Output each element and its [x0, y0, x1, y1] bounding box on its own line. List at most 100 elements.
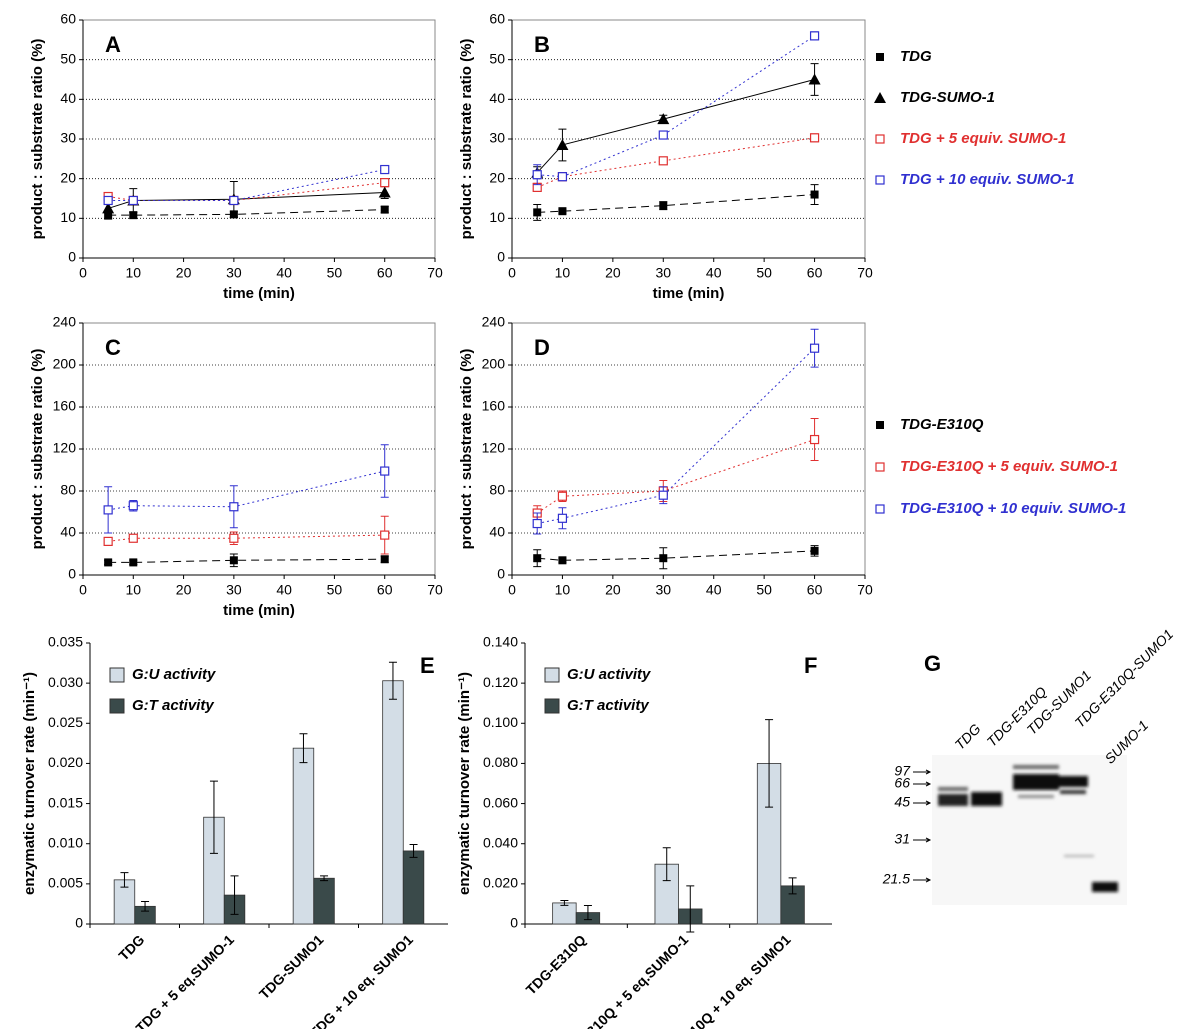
legend-marker [876, 421, 884, 429]
marker-arrow [913, 877, 932, 883]
y-tick-label: 20 [489, 169, 505, 185]
data-point [102, 202, 115, 214]
gel-band [938, 787, 968, 791]
error-bar [299, 733, 308, 764]
bar [552, 902, 577, 925]
data-point [809, 343, 820, 353]
legend-label: TDG-E310Q + 5 equiv. SUMO-1 [900, 458, 1118, 475]
marker-label: 45 [894, 794, 910, 810]
data-point [103, 536, 113, 547]
marker-arrow [913, 781, 932, 787]
data-point [229, 556, 238, 565]
data-point [103, 505, 113, 515]
x-tick-label: 60 [807, 265, 823, 281]
data-point [380, 164, 390, 175]
marker-label: 31 [894, 831, 910, 847]
data-point [380, 555, 389, 564]
x-tick-label: 50 [756, 582, 772, 598]
trend-line [536, 439, 815, 514]
legend-marker [875, 504, 885, 514]
data-point [129, 558, 138, 567]
data-point [128, 501, 138, 511]
x-tick-label: 20 [176, 265, 192, 281]
gel-image [932, 755, 1127, 905]
y-tick-label: 40 [489, 90, 505, 106]
y-tick-label: 60 [60, 11, 76, 27]
x-tick-label: 40 [276, 582, 292, 598]
x-tick-label: 20 [605, 582, 621, 598]
gel-band [1064, 855, 1094, 857]
y-tick-label: 0.080 [483, 754, 518, 770]
bar [292, 747, 315, 925]
y-tick-label: 160 [482, 398, 506, 414]
y-tick-label: 30 [489, 130, 505, 146]
data-point [129, 211, 138, 220]
y-tick-label: 0 [510, 915, 518, 931]
error-bar [209, 780, 218, 854]
gel-band [1060, 790, 1086, 794]
data-point [533, 208, 542, 217]
data-point [658, 490, 668, 500]
data-point [808, 73, 821, 85]
lane-label: TDG [951, 720, 983, 752]
data-point [229, 502, 239, 512]
marker-label: 21.5 [882, 871, 910, 887]
y-tick-label: 0.030 [48, 674, 83, 690]
marker-label: 66 [894, 775, 910, 791]
y-tick-label: 0.020 [483, 875, 518, 891]
y-tick-label: 80 [489, 482, 505, 498]
trend-line [108, 182, 385, 201]
trend-line [108, 558, 385, 563]
y-tick-label: 240 [482, 314, 506, 330]
data-point [658, 156, 668, 166]
legend-marker [875, 175, 885, 185]
y-axis-label: product : substrate ratio (%) [29, 39, 46, 240]
x-tick-label: 20 [605, 265, 621, 281]
x-tick-label: 70 [427, 582, 443, 598]
gel-band [1018, 795, 1054, 798]
x-axis-label: time (min) [223, 285, 295, 302]
x-tick-label: 0 [508, 582, 516, 598]
gel-band [1092, 882, 1118, 892]
y-tick-label: 0.040 [483, 834, 518, 850]
y-tick-label: 80 [60, 482, 76, 498]
x-tick-label: 30 [655, 265, 671, 281]
data-point [128, 195, 138, 206]
legend-label: TDG-E310Q + 10 equiv. SUMO-1 [900, 500, 1126, 517]
x-tick-label: 30 [226, 582, 242, 598]
data-point [380, 178, 390, 188]
bar [313, 877, 335, 925]
error-bar [686, 885, 695, 933]
data-point [659, 554, 668, 563]
x-tick-label: 10 [125, 582, 141, 598]
x-tick-label: 50 [327, 582, 343, 598]
trend-line [108, 169, 385, 201]
y-tick-label: 0.020 [48, 754, 83, 770]
x-tick-label: 40 [706, 265, 722, 281]
x-tick-label: TDG-E310Q [523, 931, 589, 997]
y-axis-label: product : substrate ratio (%) [29, 349, 46, 550]
data-point [380, 530, 390, 540]
y-tick-label: 0 [75, 915, 83, 931]
marker-arrow [913, 800, 932, 806]
y-tick-label: 200 [482, 356, 506, 372]
gel-band [938, 794, 968, 806]
legend-marker [874, 92, 886, 103]
x-tick-label: 70 [427, 265, 443, 281]
x-tick-label: 30 [226, 265, 242, 281]
data-point [532, 518, 542, 529]
trend-line [108, 534, 385, 542]
y-tick-label: 20 [60, 169, 76, 185]
trend-line [537, 35, 815, 178]
y-tick-label: 40 [60, 524, 76, 540]
legend-label: TDG-SUMO-1 [900, 89, 995, 106]
legend-swatch [544, 698, 560, 714]
panel-label: F [804, 653, 817, 678]
trend-line [108, 209, 385, 216]
data-point [380, 205, 389, 214]
panel-label: G [924, 651, 941, 676]
error-bar [230, 875, 239, 915]
x-tick-label: 60 [377, 582, 393, 598]
y-tick-label: 160 [53, 398, 77, 414]
